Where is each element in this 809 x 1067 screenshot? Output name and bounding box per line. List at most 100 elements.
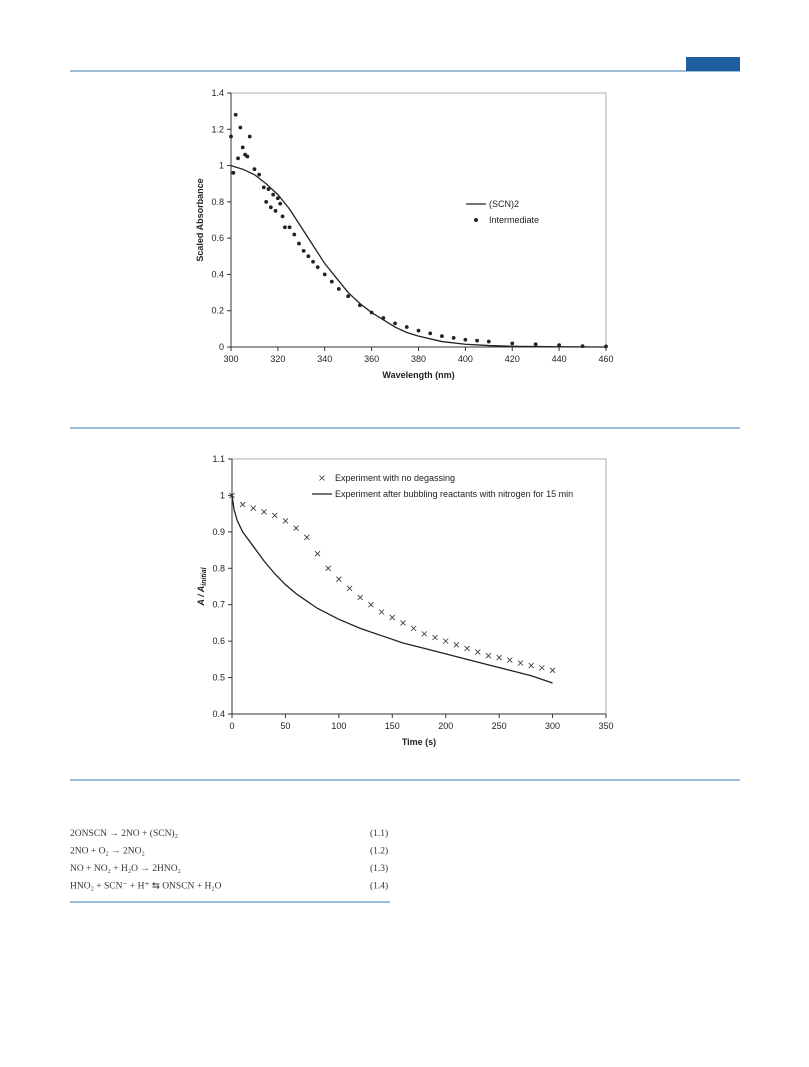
- marker: [381, 316, 386, 320]
- marker: [236, 156, 240, 161]
- marker: [510, 341, 515, 346]
- x-tick-label: 0: [229, 721, 234, 731]
- equation: NO + NO₂ + H₂O → 2HNO₂: [70, 864, 181, 874]
- y-axis-label: A / Ainitial: [196, 566, 208, 606]
- marker: [293, 525, 299, 531]
- marker: [275, 196, 280, 201]
- y-tick-label: 0.4: [212, 709, 225, 719]
- marker: [533, 342, 538, 347]
- legend-label: Experiment after bubbling reactants with…: [335, 489, 573, 499]
- header-tab: [686, 57, 740, 71]
- legend-swatch: [319, 475, 325, 481]
- marker: [604, 344, 608, 349]
- marker: [287, 225, 292, 230]
- marker: [442, 638, 449, 644]
- y-tick-label: 0: [219, 342, 224, 352]
- equation-number: (1.4): [370, 881, 388, 892]
- y-tick-label: 1.1: [212, 454, 225, 464]
- marker: [261, 185, 266, 190]
- x-tick-label: 250: [492, 721, 507, 731]
- x-tick-label: 300: [545, 721, 560, 731]
- x-tick-label: 460: [598, 354, 613, 364]
- series-line: [231, 495, 553, 684]
- marker: [453, 642, 460, 648]
- y-tick-label: 0.4: [211, 269, 224, 279]
- marker: [474, 649, 481, 655]
- x-tick-label: 50: [280, 721, 290, 731]
- marker: [304, 534, 310, 541]
- legend-swatch: [474, 218, 478, 222]
- marker: [428, 331, 433, 336]
- marker: [432, 634, 438, 641]
- marker: [247, 134, 252, 139]
- marker: [393, 321, 397, 326]
- y-axis-label-main: Scaled Absorbance: [195, 178, 205, 261]
- marker: [549, 667, 556, 674]
- marker: [311, 259, 315, 264]
- y-tick-label: 0.8: [212, 563, 225, 573]
- x-tick-label: 420: [505, 354, 520, 364]
- marker: [421, 631, 428, 637]
- marker: [282, 518, 289, 524]
- marker: [257, 172, 262, 177]
- marker: [464, 645, 470, 652]
- marker: [486, 339, 491, 344]
- marker: [306, 254, 311, 259]
- marker: [329, 279, 334, 284]
- equation-number: (1.3): [370, 863, 388, 874]
- x-tick-label: 350: [598, 721, 613, 731]
- x-tick-label: 100: [331, 721, 346, 731]
- x-tick-label: 380: [411, 354, 426, 364]
- marker: [557, 343, 562, 348]
- marker: [231, 170, 236, 175]
- marker: [346, 294, 351, 299]
- marker: [336, 287, 341, 291]
- marker: [238, 125, 243, 130]
- marker: [485, 652, 492, 659]
- y-tick-label: 0.6: [211, 233, 224, 243]
- y-tick-label: 0.9: [212, 527, 225, 537]
- marker: [278, 201, 283, 206]
- marker: [517, 660, 524, 666]
- marker: [240, 145, 245, 150]
- equation: 2NO + O₂ → 2NO₂: [70, 847, 145, 857]
- marker: [440, 334, 444, 339]
- y-axis-label-main: A / A: [196, 586, 206, 607]
- marker: [252, 167, 257, 172]
- marker: [378, 609, 385, 615]
- marker: [245, 154, 250, 159]
- marker: [314, 550, 321, 557]
- marker: [292, 232, 297, 237]
- legend-label: Experiment with no degassing: [335, 473, 455, 483]
- marker: [271, 192, 276, 197]
- y-tick-label: 1: [219, 161, 224, 171]
- x-tick-label: 360: [364, 354, 379, 364]
- marker: [297, 241, 301, 246]
- marker: [280, 214, 285, 219]
- marker: [301, 248, 306, 253]
- marker: [239, 501, 246, 508]
- y-tick-label: 1: [220, 490, 225, 500]
- marker: [416, 328, 421, 333]
- marker: [528, 662, 534, 669]
- x-tick-label: 150: [385, 721, 400, 731]
- equation-number: (1.1): [370, 828, 388, 839]
- marker: [404, 325, 409, 329]
- marker: [322, 272, 327, 277]
- x-tick-label: 320: [270, 354, 285, 364]
- marker: [271, 512, 278, 519]
- marker: [233, 112, 238, 117]
- y-axis-label-sub: initial: [201, 566, 208, 585]
- marker: [336, 576, 342, 582]
- y-tick-label: 0.8: [211, 197, 224, 207]
- x-tick-label: 440: [552, 354, 567, 364]
- marker: [539, 664, 545, 671]
- marker: [451, 336, 456, 340]
- marker: [315, 265, 320, 270]
- y-axis-label: Scaled Absorbance: [195, 178, 205, 261]
- marker: [358, 303, 362, 308]
- equation: 2ONSCN → 2NO + (SCN)₂: [70, 828, 178, 839]
- legend-label: Intermediate: [489, 215, 539, 225]
- x-axis-label: Wavelength (nm): [382, 370, 454, 380]
- marker: [357, 594, 364, 601]
